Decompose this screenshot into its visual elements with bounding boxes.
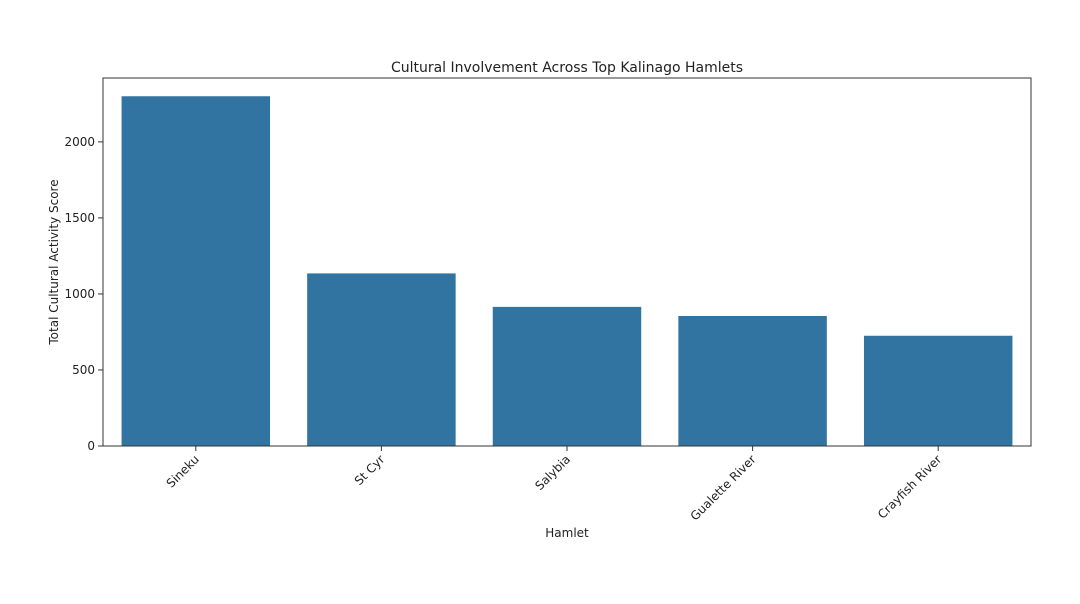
bar-sineku [121,96,271,447]
y-tick-label: 0 [87,439,95,453]
chart-title: Cultural Involvement Across Top Kalinago… [391,60,743,76]
plot-frame [102,77,1032,447]
y-tick-label: 1000 [64,287,95,301]
x-tick-label: Sineku [164,452,202,490]
y-axis-label: Total Cultural Activity Score [47,179,61,345]
x-tick-label: Crayfish River [875,452,944,521]
x-axis-label: Hamlet [545,526,589,540]
bar-salybia [492,306,642,446]
y-tick-label: 2000 [64,135,95,149]
y-axis-ticks: 0 500 1000 1500 2000 [64,135,103,453]
x-tick-label: Salybia [532,452,573,493]
bar-st-cyr [307,273,456,446]
y-tick-label: 1500 [64,211,95,225]
y-tick-label: 500 [72,363,95,377]
x-tick-label: Gualette River [688,452,759,523]
bars-group [121,96,1013,447]
x-tick-label: St Cyr [352,452,388,488]
x-axis-ticks: Sineku St Cyr Salybia Gualette River Crayfis… [164,446,944,523]
bar-crayfish-river [863,335,1013,446]
bar-gualette-river [678,315,827,446]
